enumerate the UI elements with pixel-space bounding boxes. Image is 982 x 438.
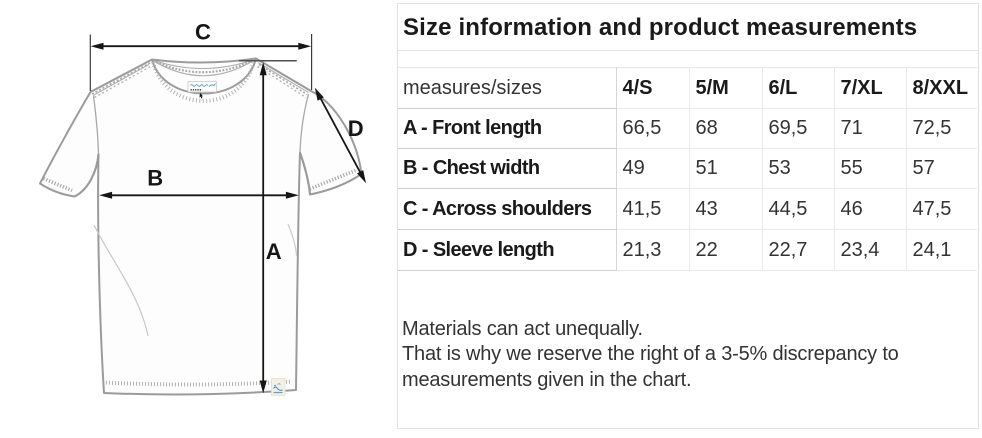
svg-text:C: C	[195, 19, 211, 44]
svg-text:B: B	[147, 166, 163, 191]
svg-text:D: D	[348, 116, 364, 141]
svg-text:A: A	[266, 239, 282, 264]
